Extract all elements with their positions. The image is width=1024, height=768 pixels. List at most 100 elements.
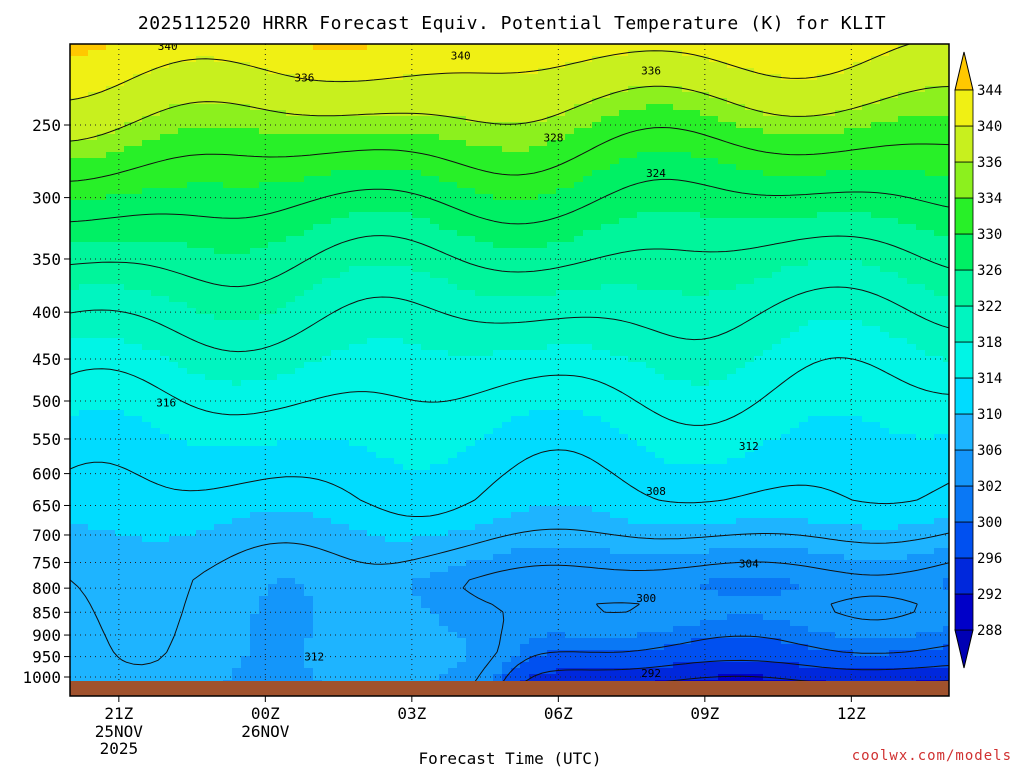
field-cell bbox=[493, 128, 503, 135]
field-cell bbox=[232, 128, 242, 135]
field-cell bbox=[178, 230, 188, 237]
field-cell bbox=[835, 308, 845, 315]
field-cell bbox=[178, 80, 188, 87]
field-cell bbox=[844, 128, 854, 135]
field-cell bbox=[241, 314, 251, 321]
field-cell bbox=[637, 152, 647, 159]
field-cell bbox=[700, 110, 710, 117]
field-cell bbox=[448, 188, 458, 195]
field-cell bbox=[673, 146, 683, 153]
field-cell bbox=[619, 218, 629, 225]
field-cell bbox=[700, 50, 710, 57]
field-cell bbox=[817, 344, 827, 351]
field-cell bbox=[367, 332, 377, 339]
field-cell bbox=[349, 110, 359, 117]
field-cell bbox=[889, 338, 899, 345]
field-cell bbox=[664, 92, 674, 99]
field-cell bbox=[115, 122, 125, 129]
field-cell bbox=[556, 260, 566, 267]
field-cell bbox=[232, 212, 242, 219]
field-cell bbox=[259, 56, 269, 63]
field-cell bbox=[313, 152, 323, 159]
field-cell bbox=[826, 152, 836, 159]
field-cell bbox=[781, 80, 791, 87]
field-cell bbox=[259, 98, 269, 105]
field-cell bbox=[943, 134, 949, 141]
field-cell bbox=[907, 212, 917, 219]
field-cell bbox=[331, 272, 341, 279]
field-cell bbox=[574, 302, 584, 309]
field-cell bbox=[736, 332, 746, 339]
field-cell bbox=[556, 68, 566, 75]
field-cell bbox=[817, 308, 827, 315]
field-cell bbox=[133, 332, 143, 339]
field-cell bbox=[142, 302, 152, 309]
field-cell bbox=[124, 320, 134, 327]
field-cell bbox=[151, 326, 161, 333]
field-cell bbox=[844, 158, 854, 165]
field-cell bbox=[70, 230, 80, 237]
field-cell bbox=[142, 68, 152, 75]
field-cell bbox=[916, 164, 926, 171]
field-cell bbox=[745, 44, 755, 51]
field-cell bbox=[790, 332, 800, 339]
field-cell bbox=[124, 134, 134, 141]
field-cell bbox=[502, 74, 512, 81]
field-cell bbox=[124, 284, 134, 291]
field-cell bbox=[592, 74, 602, 81]
field-cell bbox=[655, 344, 665, 351]
field-cell bbox=[97, 122, 107, 129]
field-cell bbox=[592, 230, 602, 237]
field-cell bbox=[799, 182, 809, 189]
field-cell bbox=[331, 332, 341, 339]
field-cell bbox=[475, 56, 485, 63]
field-cell bbox=[457, 260, 467, 267]
field-cell bbox=[601, 308, 611, 315]
field-cell bbox=[637, 122, 647, 129]
field-cell bbox=[466, 302, 476, 309]
field-cell bbox=[322, 164, 332, 171]
field-cell bbox=[925, 134, 935, 141]
field-cell bbox=[196, 236, 206, 243]
field-cell bbox=[340, 242, 350, 249]
field-cell bbox=[259, 170, 269, 177]
field-cell bbox=[448, 92, 458, 99]
field-cell bbox=[268, 206, 278, 213]
field-cell bbox=[610, 80, 620, 87]
field-cell bbox=[448, 104, 458, 111]
field-cell bbox=[601, 140, 611, 147]
field-cell bbox=[421, 284, 431, 291]
field-cell bbox=[223, 206, 233, 213]
field-cell bbox=[277, 188, 287, 195]
field-cell bbox=[322, 218, 332, 225]
field-cell bbox=[484, 242, 494, 249]
field-cell bbox=[943, 212, 949, 219]
field-cell bbox=[223, 284, 233, 291]
field-cell bbox=[709, 278, 719, 285]
field-cell bbox=[79, 302, 89, 309]
field-cell bbox=[808, 344, 818, 351]
field-cell bbox=[889, 140, 899, 147]
field-cell bbox=[538, 302, 548, 309]
field-cell bbox=[619, 110, 629, 117]
field-cell bbox=[439, 116, 449, 123]
field-cell bbox=[484, 284, 494, 291]
field-cell bbox=[817, 290, 827, 297]
field-cell bbox=[538, 182, 548, 189]
field-cell bbox=[664, 320, 674, 327]
field-cell bbox=[538, 266, 548, 273]
field-cell bbox=[565, 188, 575, 195]
field-cell bbox=[709, 146, 719, 153]
field-cell bbox=[583, 86, 593, 93]
field-cell bbox=[592, 224, 602, 231]
field-cell bbox=[259, 314, 269, 321]
field-cell bbox=[304, 176, 314, 183]
field-cell bbox=[907, 140, 917, 147]
field-cell bbox=[169, 290, 179, 297]
field-cell bbox=[70, 176, 80, 183]
field-cell bbox=[142, 194, 152, 201]
field-cell bbox=[754, 128, 764, 135]
field-cell bbox=[79, 98, 89, 105]
field-cell bbox=[511, 152, 521, 159]
field-cell bbox=[592, 56, 602, 63]
